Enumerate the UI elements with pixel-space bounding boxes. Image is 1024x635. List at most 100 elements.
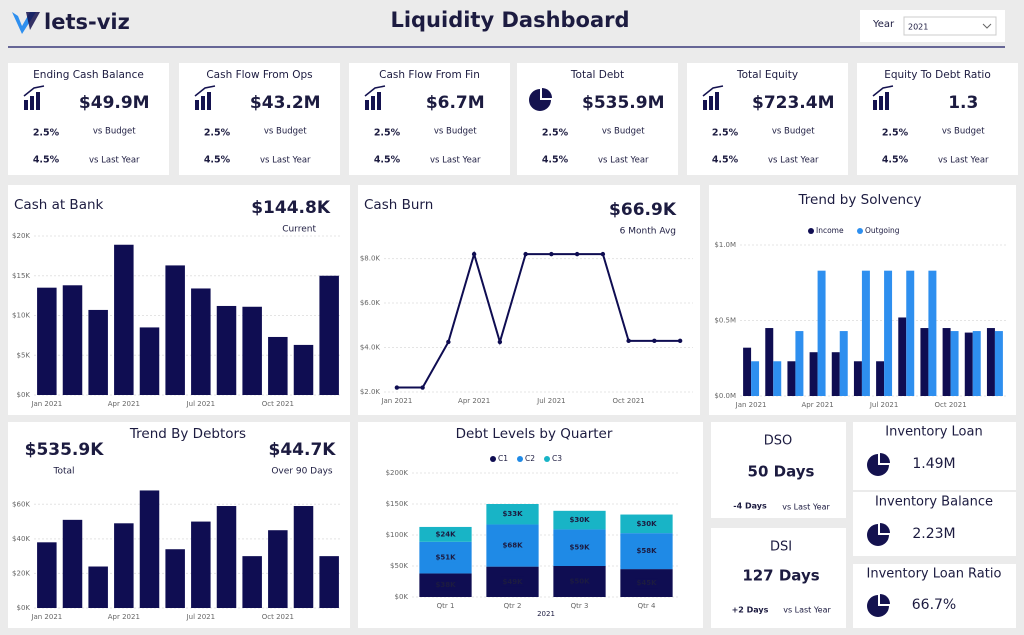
y-tick-label: $50K <box>390 562 408 570</box>
point <box>420 385 425 390</box>
point <box>497 339 503 345</box>
card-value: 127 Days <box>742 567 819 585</box>
data-label-bg <box>634 546 659 557</box>
legend-swatch <box>544 456 550 462</box>
data-label: $58K <box>636 547 657 555</box>
icon <box>30 96 34 110</box>
panel <box>857 63 1018 175</box>
kpi-last-year-change: 4.5% <box>33 155 60 166</box>
bar <box>37 542 57 608</box>
bar <box>37 287 57 395</box>
bar <box>994 331 1003 396</box>
data-label-bg <box>433 552 458 563</box>
card-title: Inventory Loan Ratio <box>867 567 1002 582</box>
y-tick-label: $2.0K <box>360 388 381 396</box>
y-tick-label: $60K <box>12 500 30 508</box>
y-tick-label: $6.0K <box>360 299 381 307</box>
x-tick-label: Jul 2021 <box>536 397 566 405</box>
bar <box>928 270 937 396</box>
dropdown[interactable] <box>903 16 997 36</box>
y-tick-label: $200K <box>386 469 409 477</box>
data-label-bg <box>433 529 458 540</box>
kpi-title: Total Equity <box>736 69 798 81</box>
legend-swatch <box>490 456 496 462</box>
card-value: 50 Days <box>748 463 815 481</box>
icon <box>23 85 45 97</box>
kpi-budget-label: vs Budget <box>434 127 477 137</box>
kpi-title: Cash Flow From Fin <box>379 69 480 81</box>
y-tick-label: $20K <box>12 569 30 577</box>
icon <box>703 100 707 110</box>
bar <box>920 328 929 396</box>
data-label: $49K <box>502 578 523 586</box>
data-label: $50K <box>569 578 590 586</box>
point <box>471 251 477 257</box>
chart-title: Cash at Bank <box>14 197 104 213</box>
bar <box>809 352 818 396</box>
x-tick-label: Oct 2021 <box>262 613 294 621</box>
icon <box>702 85 724 97</box>
icon <box>873 100 877 110</box>
dropdown-value: 2021 <box>908 23 928 32</box>
x-tick-label: Jan 2021 <box>380 397 412 405</box>
x-tick-label: Oct 2021 <box>613 397 645 405</box>
data-label-bg <box>433 580 458 591</box>
kpi-value: $723.4M <box>752 93 835 113</box>
bar <box>884 270 893 396</box>
bar <box>817 270 826 396</box>
x-tick-label: Jan 2021 <box>30 613 62 621</box>
dropdown-chevron <box>982 23 992 29</box>
kpi-last-year-change: 4.5% <box>542 155 569 166</box>
panel <box>179 63 340 175</box>
bar <box>765 328 774 396</box>
y-tick-label: $0K <box>17 604 31 612</box>
legend-label: Outgoing <box>865 226 900 235</box>
kpi-last-year-change: 4.5% <box>204 155 231 166</box>
bar <box>114 244 134 395</box>
icon <box>709 96 713 110</box>
icon <box>24 100 28 110</box>
legend-swatch <box>808 228 814 234</box>
x-tick-label: Qtr 4 <box>638 602 656 610</box>
panel <box>358 185 700 415</box>
bar <box>191 521 211 608</box>
icon <box>867 454 889 476</box>
y-tick-label: $20K <box>12 232 30 240</box>
bar <box>139 490 160 608</box>
chart-title: Trend by Solvency <box>798 192 922 208</box>
y-tick-label: $4.0K <box>360 344 381 352</box>
chart-kpi-value: $44.7K <box>269 440 337 460</box>
kpi-budget-change: 2.5% <box>882 128 909 139</box>
x-tick-label: Jul 2021 <box>186 400 216 408</box>
point <box>549 251 554 257</box>
data-label: $51K <box>435 554 456 562</box>
panel <box>349 63 510 175</box>
panel <box>711 528 846 628</box>
bar <box>62 519 83 608</box>
data-label-bg <box>567 576 592 587</box>
legend-label: C3 <box>552 454 562 463</box>
kpi-title: Equity To Debt Ratio <box>884 69 991 81</box>
bar <box>216 305 237 395</box>
y-tick-label: $10K <box>12 312 30 320</box>
card-value: 66.7% <box>912 597 956 613</box>
icon <box>36 92 40 110</box>
kpi-title: Cash Flow From Ops <box>206 69 312 81</box>
card-title: Inventory Balance <box>875 495 993 510</box>
kpi-budget-change: 2.5% <box>712 128 739 139</box>
card-change-label: vs Last Year <box>783 606 831 615</box>
y-tick-label: $5K <box>17 351 31 359</box>
bar <box>165 549 185 608</box>
data-label: $59K <box>569 544 590 552</box>
kpi-last-year-label: vs Last Year <box>260 156 311 166</box>
bar <box>62 285 83 395</box>
card-title: Inventory Loan <box>885 425 982 440</box>
bar <box>964 332 973 396</box>
chart-kpi-value: $144.8K <box>251 198 331 218</box>
point <box>652 338 657 344</box>
icon <box>542 88 552 98</box>
point <box>574 251 580 257</box>
y-tick-label: $0K <box>395 593 409 601</box>
kpi-last-year-label: vs Last Year <box>89 156 140 166</box>
